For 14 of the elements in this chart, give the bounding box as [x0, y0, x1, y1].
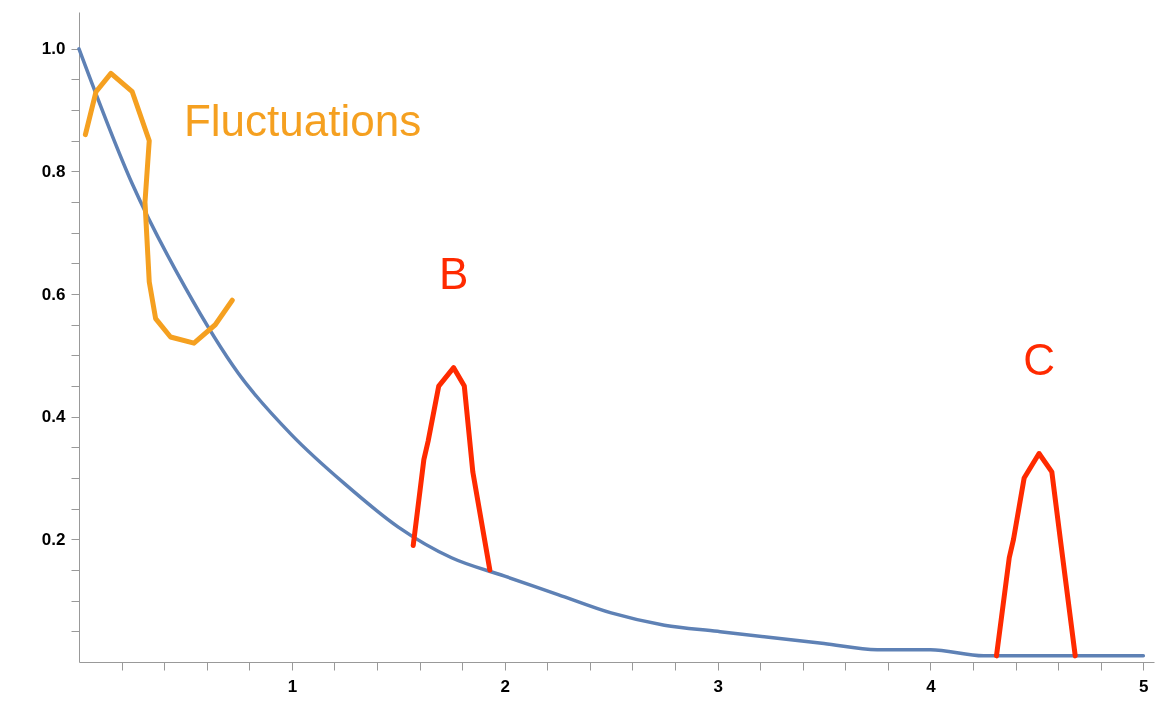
y-tick-label: 0.2	[41, 529, 66, 549]
y-tick-label: 0.6	[41, 284, 66, 304]
y-tick-label: 1.0	[41, 39, 66, 59]
annotation: Fluctuations	[183, 96, 422, 146]
x-tick-label: 3	[713, 676, 723, 696]
x-tick-label: 1	[287, 676, 298, 696]
y-tick-label: 0.8	[41, 161, 66, 181]
x-tick-label: 5	[1139, 676, 1149, 696]
annotation: C	[1023, 334, 1055, 384]
y-tick-label: 0.4	[41, 407, 67, 427]
line-series	[77, 47, 1146, 658]
annotation: B	[438, 248, 469, 298]
x-tick-label: 2	[500, 676, 510, 696]
x-tick-label: 4	[926, 676, 937, 696]
